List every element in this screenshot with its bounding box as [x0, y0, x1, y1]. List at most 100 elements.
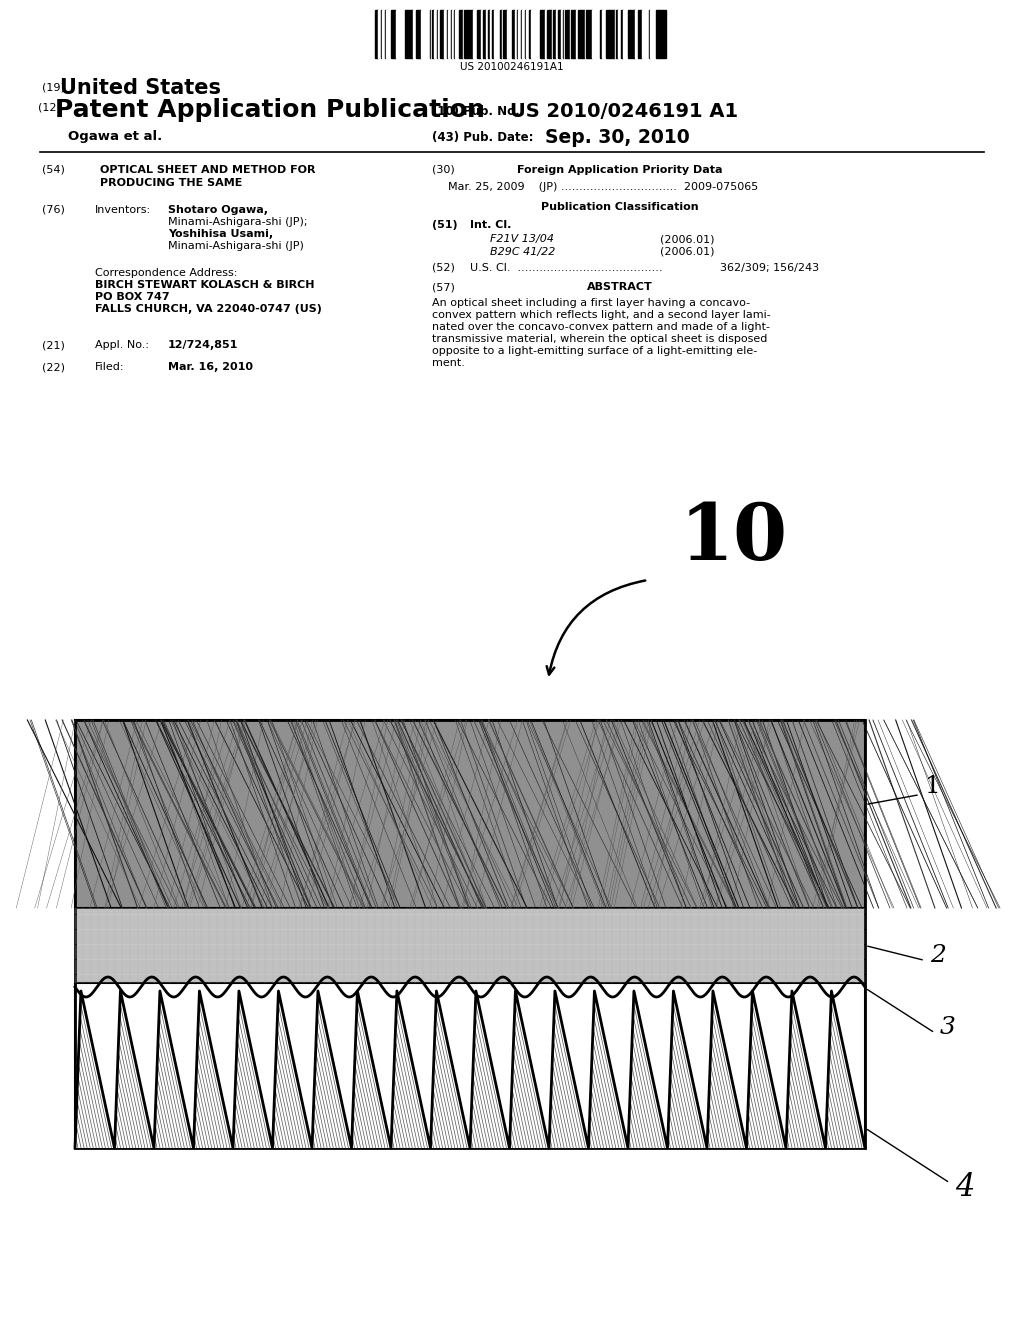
- Text: convex pattern which reflects light, and a second layer lami-: convex pattern which reflects light, and…: [432, 310, 771, 319]
- Bar: [589, 11, 592, 58]
- Bar: [613, 11, 615, 58]
- Bar: [391, 11, 393, 58]
- Bar: [75, 983, 865, 1148]
- Polygon shape: [707, 991, 746, 1148]
- Text: (21): (21): [42, 341, 65, 350]
- Polygon shape: [272, 991, 312, 1148]
- Bar: [495, 11, 497, 58]
- Text: Mar. 16, 2010: Mar. 16, 2010: [168, 362, 253, 372]
- Polygon shape: [75, 991, 115, 1148]
- Text: Minami-Ashigara-shi (JP): Minami-Ashigara-shi (JP): [168, 242, 304, 251]
- Text: (51): (51): [432, 220, 458, 230]
- Text: (2006.01): (2006.01): [660, 247, 715, 257]
- Polygon shape: [115, 991, 154, 1148]
- Bar: [474, 11, 476, 58]
- Text: OPTICAL SHEET AND METHOD FOR: OPTICAL SHEET AND METHOD FOR: [100, 165, 315, 176]
- Bar: [526, 11, 529, 58]
- Bar: [654, 11, 656, 58]
- Bar: [481, 11, 483, 58]
- Bar: [421, 11, 423, 58]
- Bar: [663, 11, 666, 58]
- Polygon shape: [194, 991, 233, 1148]
- Bar: [397, 11, 399, 58]
- Text: Yoshihisa Usami,: Yoshihisa Usami,: [168, 228, 273, 239]
- Bar: [378, 11, 380, 58]
- Text: (2006.01): (2006.01): [660, 234, 715, 244]
- Bar: [662, 11, 663, 58]
- Bar: [616, 11, 618, 58]
- Text: 4: 4: [955, 1172, 975, 1204]
- Bar: [408, 11, 410, 58]
- Polygon shape: [233, 991, 272, 1148]
- Text: (43) Pub. Date:: (43) Pub. Date:: [432, 131, 534, 144]
- Text: Foreign Application Priority Data: Foreign Application Priority Data: [517, 165, 723, 176]
- Bar: [629, 11, 631, 58]
- Text: 2: 2: [930, 944, 946, 968]
- Bar: [416, 11, 418, 58]
- Bar: [645, 11, 648, 58]
- Polygon shape: [746, 991, 786, 1148]
- Polygon shape: [510, 991, 549, 1148]
- Bar: [561, 11, 563, 58]
- Bar: [537, 11, 540, 58]
- Polygon shape: [351, 991, 391, 1148]
- Bar: [449, 11, 450, 58]
- Bar: [386, 11, 389, 58]
- Polygon shape: [589, 991, 628, 1148]
- Bar: [595, 11, 598, 58]
- Polygon shape: [786, 991, 825, 1148]
- Bar: [540, 11, 542, 58]
- Text: (52): (52): [432, 263, 455, 273]
- Polygon shape: [825, 991, 865, 1148]
- Bar: [603, 11, 606, 58]
- Polygon shape: [430, 991, 470, 1148]
- Text: transmissive material, wherein the optical sheet is disposed: transmissive material, wherein the optic…: [432, 334, 767, 345]
- Bar: [522, 11, 525, 58]
- Bar: [534, 11, 536, 58]
- Bar: [623, 11, 625, 58]
- Bar: [414, 11, 416, 58]
- Bar: [503, 11, 506, 58]
- Bar: [434, 11, 437, 58]
- Text: (76): (76): [42, 205, 65, 215]
- Bar: [438, 11, 440, 58]
- Bar: [375, 11, 377, 58]
- Polygon shape: [312, 991, 351, 1148]
- Bar: [75, 719, 865, 908]
- Text: US 20100246191A1: US 20100246191A1: [460, 62, 564, 73]
- Bar: [651, 11, 654, 58]
- Bar: [497, 11, 500, 58]
- Text: FALLS CHURCH, VA 22040-0747 (US): FALLS CHURCH, VA 22040-0747 (US): [95, 304, 322, 314]
- Bar: [565, 11, 568, 58]
- Text: (22): (22): [42, 362, 65, 372]
- Bar: [515, 11, 517, 58]
- Bar: [460, 11, 463, 58]
- Bar: [542, 11, 545, 58]
- Bar: [484, 11, 486, 58]
- Bar: [553, 11, 555, 58]
- Text: 1: 1: [925, 775, 941, 799]
- Text: US 2010/0246191 A1: US 2010/0246191 A1: [510, 102, 738, 121]
- Text: ABSTRACT: ABSTRACT: [587, 282, 653, 292]
- Bar: [586, 11, 589, 58]
- Text: (30): (30): [432, 165, 455, 176]
- Text: Correspondence Address:: Correspondence Address:: [95, 268, 238, 279]
- Bar: [488, 11, 490, 58]
- Text: (10) Pub. No.:: (10) Pub. No.:: [432, 106, 524, 117]
- Bar: [512, 11, 515, 58]
- Text: nated over the concavo-convex pattern and made of a light-: nated over the concavo-convex pattern an…: [432, 322, 770, 333]
- Bar: [639, 11, 642, 58]
- Bar: [635, 11, 637, 58]
- Bar: [75, 719, 865, 908]
- Bar: [406, 11, 407, 58]
- Bar: [606, 11, 609, 58]
- Bar: [399, 11, 402, 58]
- Bar: [469, 11, 472, 58]
- Bar: [573, 11, 575, 58]
- Bar: [464, 11, 467, 58]
- Bar: [580, 11, 582, 58]
- Text: Shotaro Ogawa,: Shotaro Ogawa,: [168, 205, 268, 215]
- Bar: [578, 11, 580, 58]
- Bar: [418, 11, 420, 58]
- Bar: [592, 11, 594, 58]
